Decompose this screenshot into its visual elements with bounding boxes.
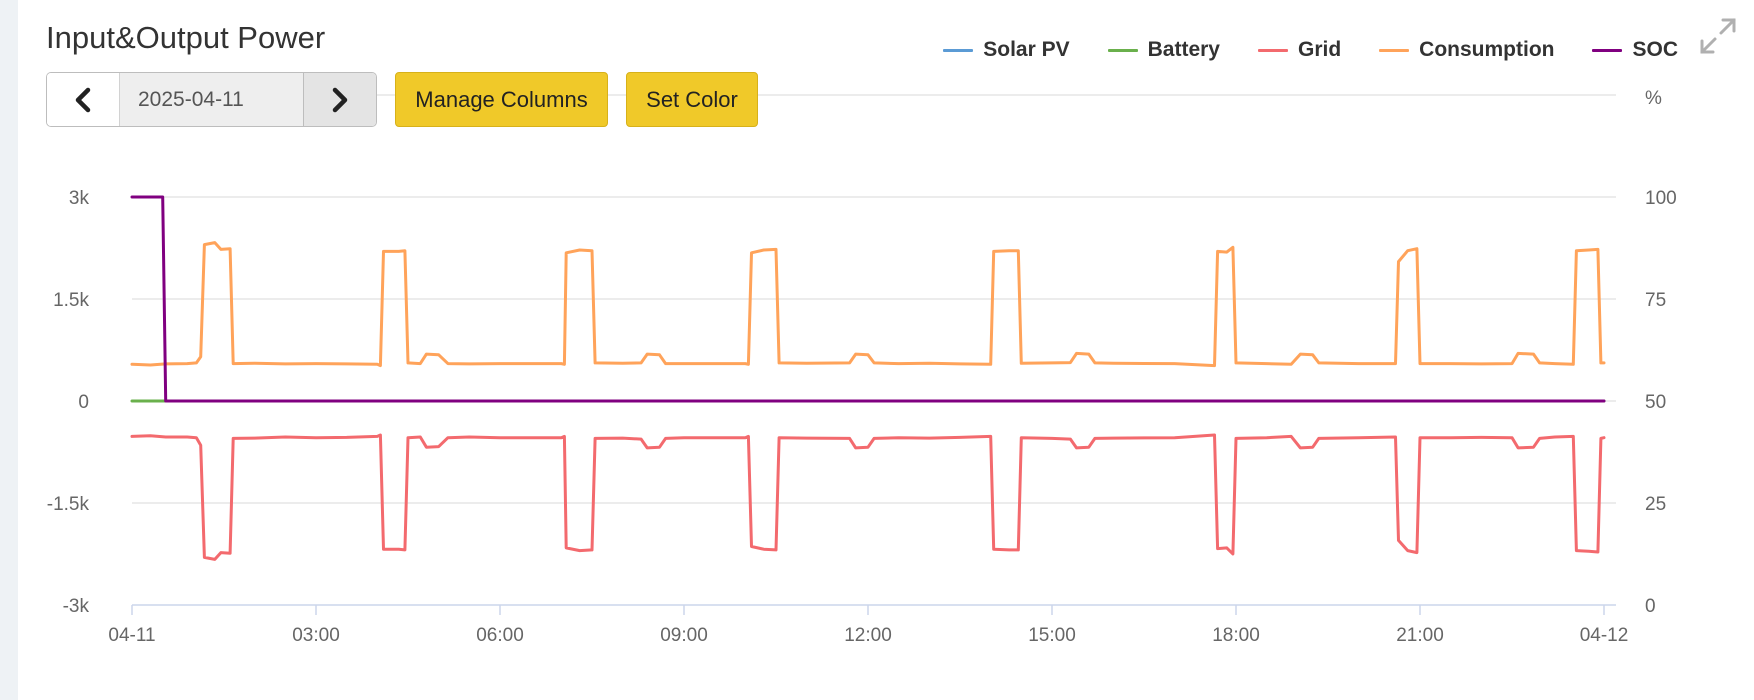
legend-label: Grid: [1298, 38, 1342, 61]
manage-columns-button[interactable]: Manage Columns: [395, 72, 608, 127]
y-right-tick-label: 100: [1645, 188, 1677, 209]
legend-item-battery[interactable]: Battery: [1107, 38, 1220, 62]
x-tick-label: 12:00: [844, 625, 892, 646]
legend-label: Battery: [1147, 38, 1220, 61]
series-line-consumption: [130, 241, 1606, 368]
legend-swatch: [943, 48, 974, 52]
set-color-button[interactable]: Set Color: [626, 72, 758, 127]
y-left-tick-label: 1.5k: [53, 290, 89, 311]
chevron-right-icon: [332, 87, 348, 112]
y-left-tick-label: -1.5k: [47, 494, 90, 515]
next-date-button[interactable]: [303, 73, 376, 126]
y-left-tick-label: -3k: [63, 596, 90, 617]
legend-item-soc[interactable]: SOC: [1592, 38, 1678, 62]
page-title: Input&Output Power: [46, 20, 326, 55]
series-layer: [130, 195, 1606, 561]
y-left-tick-label: 3k: [69, 188, 90, 209]
y-right-tick-label: 50: [1645, 392, 1666, 413]
y-left-tick-label: 0: [78, 392, 89, 413]
x-tick-label: 03:00: [292, 625, 340, 646]
chevron-left-icon: [75, 87, 91, 112]
x-tick-label: 09:00: [660, 625, 708, 646]
legend-swatch: [1379, 48, 1410, 52]
x-tick-label: 04-11: [108, 625, 155, 646]
x-tick-label: 18:00: [1212, 625, 1260, 646]
legend-item-solar-pv[interactable]: Solar PV: [943, 38, 1070, 62]
y-right-tick-label: 75: [1645, 290, 1666, 311]
legend-swatch: [1258, 48, 1288, 52]
toolbar: 2025-04-11 Manage Columns Set Color: [46, 72, 758, 127]
date-field[interactable]: 2025-04-11: [119, 73, 303, 126]
axis-layer: 3k 1.5k 0 -1.5k -3k 100 75 50 25 0% 04-11 03:00 06:0…: [47, 88, 1677, 646]
y-right-tick-label: 25: [1645, 494, 1666, 515]
y-right-tick-label: 0: [1645, 596, 1656, 617]
series-line-grid: [130, 433, 1606, 561]
legend-swatch: [1107, 48, 1138, 52]
legend-item-consumption[interactable]: Consumption: [1379, 38, 1554, 62]
legend-item-grid[interactable]: Grid: [1258, 38, 1341, 62]
legend-label: Consumption: [1419, 38, 1555, 61]
series-line-soc: [130, 195, 1606, 403]
legend-swatch: [1592, 48, 1623, 52]
x-tick-label: 21:00: [1396, 625, 1444, 646]
y-right-unit-label: %: [1645, 88, 1662, 109]
x-tick-label: 04-12: [1580, 625, 1629, 646]
grid-layer: [132, 94, 1616, 606]
chart-legend: Solar PV Battery Grid Consumption SOC: [905, 38, 1678, 62]
x-tick-label: 15:00: [1028, 625, 1076, 646]
x-tick-label: 06:00: [476, 625, 524, 646]
date-picker: 2025-04-11: [46, 72, 377, 127]
expand-icon[interactable]: [1696, 14, 1740, 58]
legend-label: Solar PV: [983, 38, 1070, 61]
previous-date-button[interactable]: [47, 73, 119, 126]
legend-label: SOC: [1632, 38, 1678, 61]
